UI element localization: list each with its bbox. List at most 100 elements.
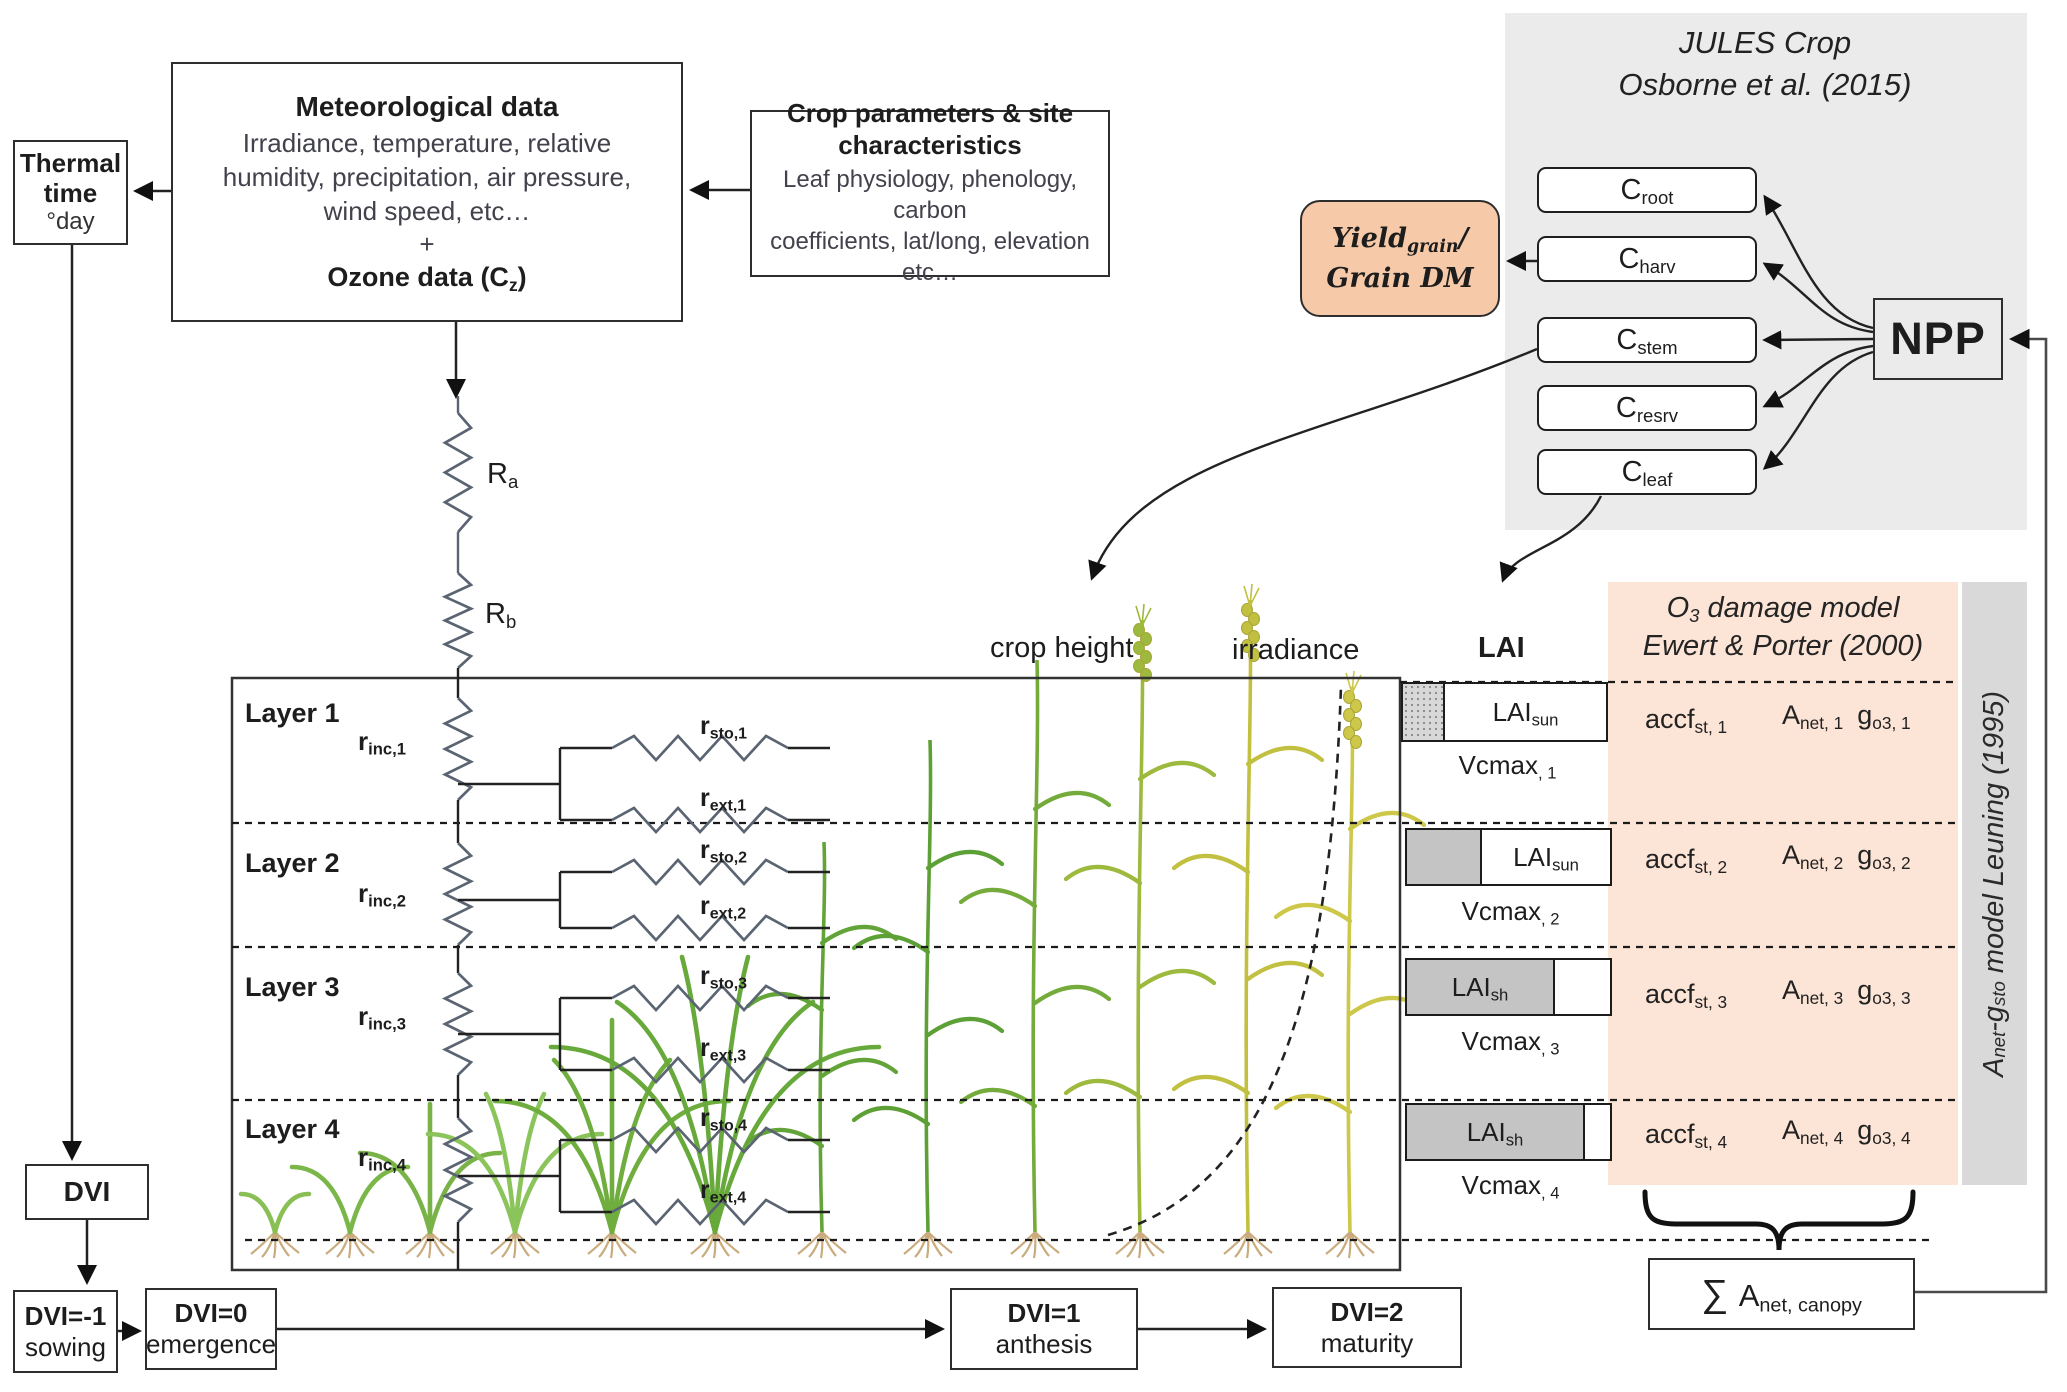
- lai-bar-layer-4: LAIsh: [1405, 1103, 1612, 1161]
- dvi-sowing-box: DVI=-1 sowing: [13, 1290, 118, 1373]
- lai-label: LAI: [1478, 632, 1525, 664]
- vcmax-4-label: Vcmax, 4: [1461, 1170, 1560, 1203]
- vcmax-1-label: Vcmax, 1: [1458, 750, 1557, 783]
- c-resrv-box: Cresrv: [1537, 385, 1757, 431]
- rsto-2-label: rsto,2: [700, 836, 748, 867]
- rext-3-label: rext,3: [700, 1034, 747, 1065]
- arrow-cleaf-to-lai: [1499, 495, 1603, 583]
- lai-sunlit-segment: [1585, 1103, 1612, 1161]
- lai-shaded-segment: LAIsh: [1405, 958, 1555, 1016]
- thermal-time-unit: °day: [46, 208, 95, 236]
- irradiance-label: irradiance: [1232, 634, 1360, 666]
- met-data-title: Meteorological data: [295, 90, 559, 122]
- anet-go3-1-label: Anet, 1 go3, 1: [1782, 700, 1911, 733]
- rinc-2-label: rinc,2: [358, 878, 407, 911]
- rinc-3-label: rinc,3: [358, 1001, 407, 1034]
- dvi-sowing-label: sowing: [25, 1331, 106, 1362]
- dvi-sowing-value: DVI=-1: [24, 1300, 107, 1331]
- accf-3-label: accfst, 3: [1645, 979, 1728, 1012]
- rsto-3-label: rsto,3: [700, 962, 748, 993]
- rsto-4-label: rsto,4: [700, 1104, 748, 1135]
- lai-bar-layer-2: LAIsun: [1405, 828, 1612, 886]
- rb-label: Rb: [485, 598, 517, 633]
- rsto-1-label: rsto,1: [700, 712, 748, 743]
- yield-grain-box: Yieldgrain/ Grain DM: [1300, 200, 1500, 317]
- yield-grain-label: Yieldgrain/ Grain DM: [1326, 223, 1474, 294]
- dvi-anthesis-box: DVI=1 anthesis: [950, 1288, 1138, 1370]
- jules-panel-title: JULES Crop Osborne et al. (2015): [1618, 25, 1912, 102]
- c-stem-label: Cstem: [1616, 323, 1678, 358]
- crop-params-body: Leaf physiology, phenology, carbon coeff…: [770, 165, 1090, 287]
- dvi-maturity-box: DVI=2 maturity: [1272, 1287, 1462, 1368]
- crop-height-label: crop height: [990, 632, 1134, 664]
- resistance-network: [441, 396, 830, 1270]
- arrow-npp-to-cleaf: [1762, 350, 1874, 470]
- anet-go3-3-label: Anet, 3 go3, 3: [1782, 975, 1911, 1008]
- c-harv-box: Charv: [1537, 236, 1757, 282]
- arrow-npp-to-croot: [1763, 194, 1874, 330]
- anet-go3-2-label: Anet, 2 go3, 2: [1782, 840, 1911, 873]
- c-leaf-label: Cleaf: [1621, 455, 1673, 490]
- lai-shaded-segment: [1405, 828, 1482, 886]
- crop-plants-illustration: [238, 583, 1427, 1259]
- c-root-box: Croot: [1537, 167, 1757, 213]
- o3-panel-title: O3 damage model Ewert & Porter (2000): [1642, 592, 1924, 662]
- dvi-emergence-value: DVI=0: [174, 1298, 248, 1328]
- accf-4-label: accfst, 4: [1645, 1119, 1728, 1152]
- layer-4-label: Layer 4: [245, 1114, 340, 1144]
- sum-anet-canopy-label: ∑ Anet, canopy: [1701, 1272, 1862, 1317]
- arrow-npp-to-cresrv: [1762, 344, 1874, 408]
- arrow-cstem-to-crop-height: [1088, 347, 1538, 581]
- met-data-box: Meteorological data Irradiance, temperat…: [171, 62, 683, 322]
- dvi-emergence-box: DVI=0 emergence: [145, 1288, 277, 1370]
- dvi-maturity-label: maturity: [1320, 1327, 1414, 1358]
- anet-go3-4-label: Anet, 4 go3, 4: [1782, 1115, 1911, 1148]
- vcmax-2-label: Vcmax, 2: [1461, 896, 1560, 929]
- lai-shaded-segment: LAIsh: [1405, 1103, 1585, 1161]
- dvi-box: DVI: [25, 1164, 149, 1220]
- rext-1-label: rext,1: [700, 784, 747, 815]
- rext-4-label: rext,4: [700, 1176, 747, 1207]
- layer-1-label: Layer 1: [245, 698, 340, 728]
- thermal-time-title: Thermal time: [19, 147, 122, 208]
- crop-params-title: Crop parameters & site characteristics: [786, 98, 1074, 160]
- arrow-npp-to-cstem: [1762, 330, 1874, 350]
- npp-box: NPP: [1873, 298, 2003, 380]
- dvi-anthesis-label: anthesis: [995, 1329, 1093, 1359]
- met-data-body: Irradiance, temperature, relative humidi…: [222, 127, 632, 260]
- accf-2-label: accfst, 2: [1645, 844, 1728, 877]
- c-harv-label: Charv: [1618, 242, 1676, 277]
- npp-label: NPP: [1890, 313, 1986, 364]
- layer-3-label: Layer 3: [245, 972, 340, 1002]
- thermal-time-box: Thermal time °day: [13, 140, 128, 245]
- c-root-label: Croot: [1620, 173, 1674, 208]
- arrow-npp-to-charv: [1762, 262, 1874, 334]
- lai-sunlit-segment: [1555, 958, 1612, 1016]
- lai-sunlit-segment: LAIsun: [1445, 682, 1608, 742]
- accf-1-label: accfst, 1: [1645, 704, 1728, 737]
- lai-bar-layer-3: LAIsh: [1405, 958, 1612, 1016]
- rext-2-label: rext,2: [700, 892, 747, 923]
- dvi-label: DVI: [63, 1176, 111, 1207]
- arrow-sum-to-npp: [1915, 328, 2048, 1294]
- irradiance-profile-curve: [1107, 685, 1343, 1237]
- canopy-layers-frame: [230, 676, 1402, 1272]
- ra-label: Ra: [487, 458, 519, 493]
- lai-bar-layer-1: LAIsun: [1401, 682, 1608, 742]
- dvi-emergence-label: emergence: [145, 1329, 277, 1359]
- lai-shaded-segment: [1401, 682, 1445, 742]
- c-stem-box: Cstem: [1537, 317, 1757, 363]
- layer-2-label: Layer 2: [245, 848, 340, 878]
- leuning-model-bar: Anet-gsto model Leuning (1995): [1962, 582, 2027, 1185]
- rinc-4-label: rinc,4: [358, 1142, 407, 1175]
- crop-params-box: Crop parameters & site characteristics Le…: [750, 98, 1110, 286]
- vcmax-3-label: Vcmax, 3: [1461, 1026, 1560, 1059]
- dvi-anthesis-value: DVI=1: [1007, 1298, 1081, 1328]
- lai-sunlit-segment: LAIsun: [1482, 828, 1612, 886]
- dvi-maturity-value: DVI=2: [1330, 1296, 1404, 1327]
- sum-anet-canopy-box: ∑ Anet, canopy: [1648, 1258, 1915, 1330]
- c-leaf-box: Cleaf: [1537, 449, 1757, 495]
- brace-anet-layers: [1642, 1189, 1916, 1251]
